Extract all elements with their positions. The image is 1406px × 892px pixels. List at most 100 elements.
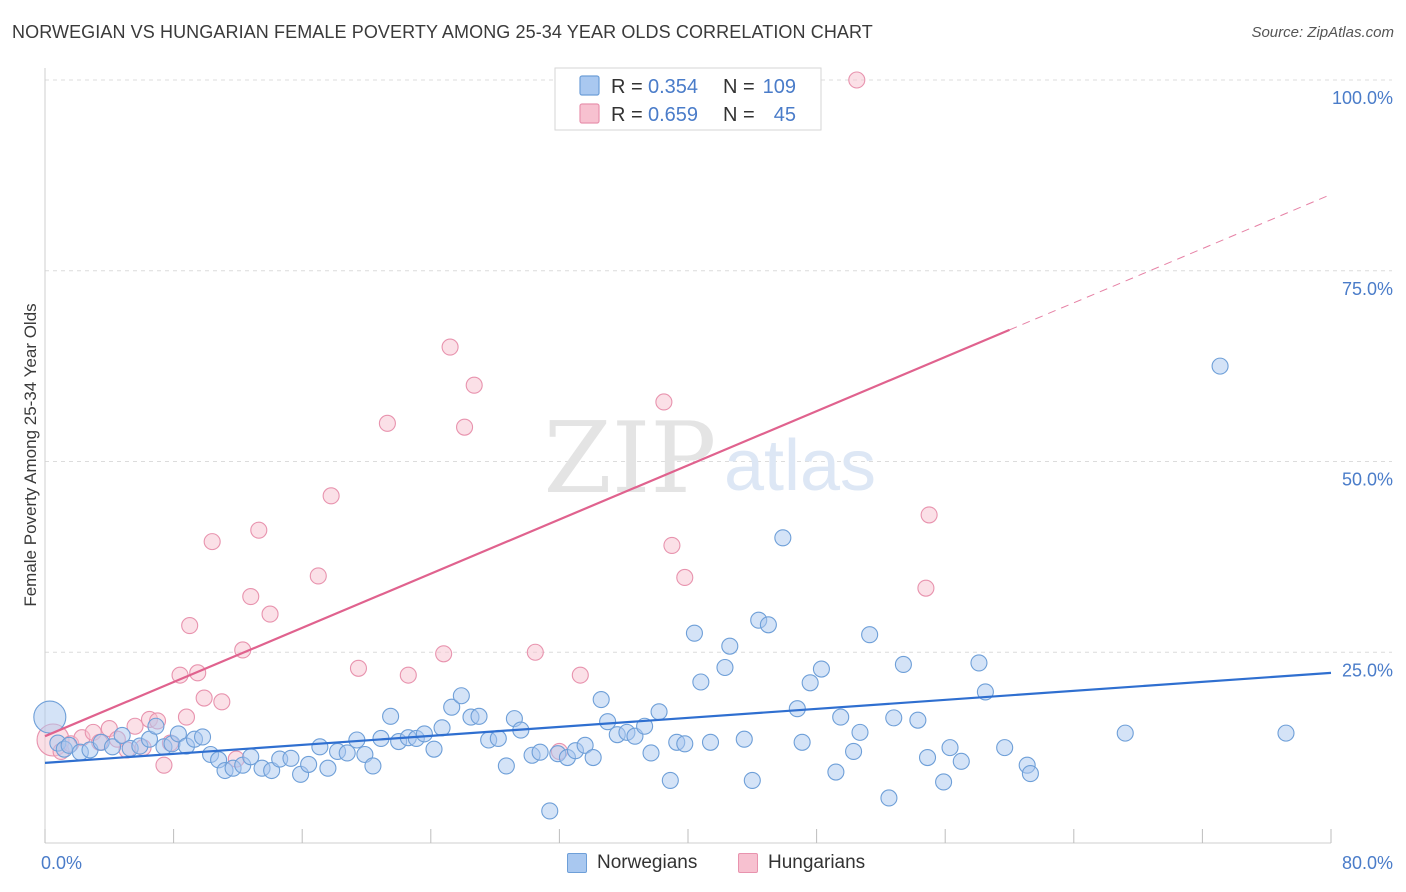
legend-n-value-1: 109 [763,76,796,98]
hungarian-point-44 [920,506,938,524]
trend-lines [44,193,1332,764]
norwegian-point-39 [382,707,400,725]
norwegian-point-64 [599,713,617,731]
norwegian-point-92 [861,626,879,644]
norwegian-point-32 [319,759,337,777]
hungarian-point-13 [155,756,173,774]
norwegian-point-69 [642,744,660,762]
norwegian-point-37 [364,757,382,775]
norwegian-point-80 [743,771,761,789]
watermark: ZIP atlas [544,402,876,516]
norwegian-point-30 [300,755,318,773]
hungarian-point-27 [309,567,327,585]
y-tick-labels: 25.0% 50.0% 75.0% 100.0% [1332,88,1393,680]
hungarian-point-41 [676,568,694,587]
hungarian-point-24 [242,588,260,606]
hungarian-point-36 [526,643,544,661]
norwegian-point-87 [812,660,830,678]
hungarian-point-31 [399,666,417,684]
norwegian-point-107 [1211,357,1229,375]
norwegian-point-106 [1116,724,1134,742]
norwegians-trend-line [44,671,1332,764]
norwegian-point-76 [701,733,720,751]
norwegian-point-56 [531,743,549,761]
grid [45,79,1392,653]
norwegian-point-70 [650,703,668,721]
norwegian-point-44 [425,740,443,758]
hungarians-swatch [738,853,758,873]
norwegian-point-7 [103,738,122,756]
norwegian-point-82 [759,616,777,634]
bottom-legend-norwegians: Norwegians [567,852,697,874]
hungarian-point-34 [456,418,474,436]
norwegian-point-90 [845,742,863,760]
hungarian-point-35 [465,376,483,394]
norwegian-point-95 [894,655,912,674]
norwegian-point-100 [952,752,970,770]
hungarian-point-20 [203,533,221,551]
legend-swatch-pink [579,103,600,124]
norwegian-point-98 [935,773,953,791]
hungarian-point-9 [126,717,144,735]
norwegian-point-71 [661,771,679,789]
hungarian-point-16 [177,708,196,726]
bottom-legend: Norwegians Hungarians [0,852,1406,878]
legend-r-label-1: R = [611,76,643,98]
norwegian-point-84 [788,700,806,718]
legend-swatch-blue [579,75,600,96]
norwegian-point-62 [584,748,602,767]
norwegian-point-85 [793,733,811,751]
norwegian-point-8 [113,726,131,744]
hungarian-point-42 [848,71,866,89]
norwegian-point-79 [735,730,753,748]
hungarian-point-25 [250,521,268,539]
y-tick-label-0: 25.0% [1342,660,1393,680]
hungarians-trend-line [44,328,1010,738]
norwegian-point-89 [832,708,850,726]
norwegian-point-61 [576,736,594,754]
norwegian-point-18 [193,728,212,746]
legend-r-label-2: R = [611,104,643,126]
norwegian-point-57 [541,802,559,820]
hungarian-point-30 [378,414,396,432]
norwegian-point-49 [470,707,488,725]
legend-n-label-2: N = [723,104,755,126]
norwegian-point-73 [676,735,694,753]
norwegian-point-74 [685,624,703,642]
norwegian-point-94 [885,709,903,727]
norwegian-point-43 [415,725,433,743]
watermark-atlas: atlas [724,426,876,506]
norwegian-point-46 [443,698,461,716]
hungarian-point-26 [261,605,279,623]
norwegians-swatch [567,853,587,873]
legend: R = 0.354 N = 109 R = 0.659 N = 45 [554,67,822,131]
norwegian-point-83 [774,529,792,547]
norwegian-point-103 [996,739,1014,757]
hungarian-point-43 [917,579,935,597]
legend-n-value-2: 45 [774,104,796,126]
norwegian-point-63 [592,691,610,709]
norwegian-point-97 [918,748,937,767]
legend-r-value-2: 0.659 [648,104,698,126]
hungarian-point-32 [435,645,453,663]
norwegian-point-91 [851,723,869,741]
norwegian-point-15 [169,725,187,743]
hungarian-point-38 [571,666,589,684]
norwegian-point-101 [970,654,988,672]
norwegian-point-93 [880,789,898,807]
y-tick-label-2: 75.0% [1342,279,1393,299]
norwegian-point-45 [433,719,451,737]
hungarian-point-28 [322,487,340,505]
hungarian-point-21 [213,693,231,711]
norwegian-point-52 [497,757,515,775]
bottom-legend-hungarians: Hungarians [738,852,865,874]
bottom-legend-label-hungarians: Hungarians [768,852,866,873]
legend-r-value-1: 0.354 [648,76,698,98]
watermark-zip: ZIP [544,402,717,516]
hungarian-point-19 [195,689,213,707]
norwegian-point-12 [147,717,165,735]
norwegian-point-99 [941,739,959,757]
norwegians-points [33,357,1295,820]
norwegian-point-96 [909,711,927,729]
